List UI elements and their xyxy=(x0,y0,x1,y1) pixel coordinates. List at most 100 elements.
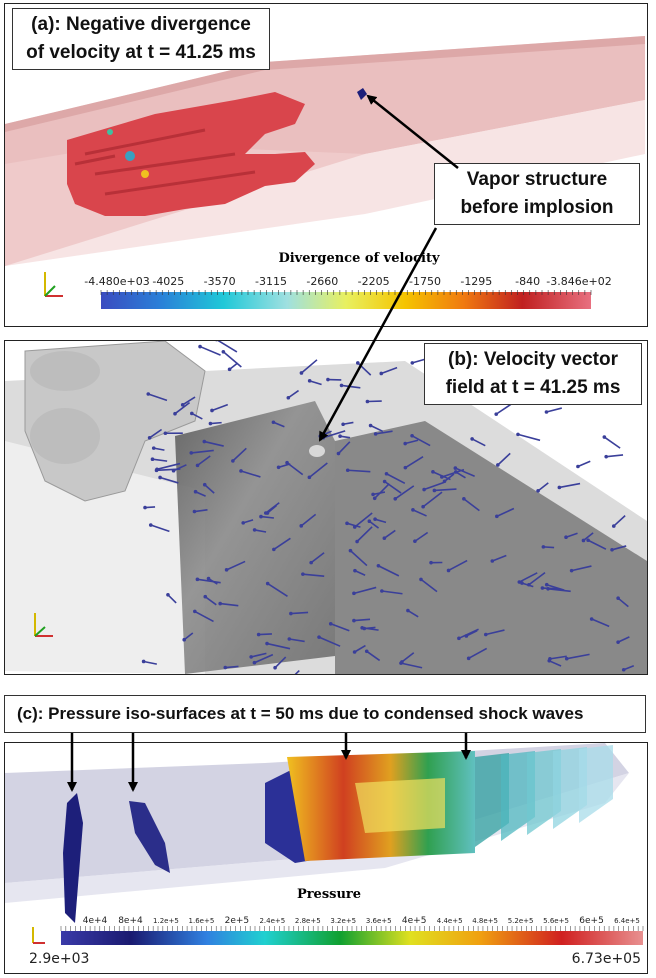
colorbar-tick-label: -4025 xyxy=(152,275,184,288)
panel-a-render: Divergence of velocity -4.480e+03 -4025 -3… xyxy=(5,36,645,309)
velocity-vector-head xyxy=(328,621,333,626)
panel-b-render xyxy=(5,341,647,674)
iso-slab xyxy=(527,749,561,835)
velocity-vector xyxy=(400,662,423,669)
velocity-vector-head xyxy=(466,656,471,661)
colorbar-tick-label: -2660 xyxy=(306,275,338,288)
velocity-vector xyxy=(266,504,278,514)
velocity-vector-head xyxy=(352,618,356,623)
velocity-vector xyxy=(405,439,419,445)
channel-floor xyxy=(5,100,645,266)
caption-a-line1: (a): Negative divergence xyxy=(31,14,251,35)
velocity-vector xyxy=(383,529,396,539)
velocity-vector-head xyxy=(604,454,608,459)
vapor-lobe xyxy=(30,351,100,391)
colorbar xyxy=(61,931,643,945)
velocity-vector xyxy=(174,402,191,415)
velocity-vector-head xyxy=(541,545,546,549)
velocity-vector xyxy=(199,345,221,356)
velocity-vector-head xyxy=(621,667,626,672)
velocity-vector xyxy=(606,454,624,458)
velocity-vector xyxy=(496,507,515,518)
structure-ridges xyxy=(74,128,256,196)
axes-glyph xyxy=(44,272,63,297)
velocity-vector xyxy=(448,559,468,572)
velocity-vector-head xyxy=(190,411,194,416)
velocity-vector xyxy=(372,491,386,496)
velocity-vector xyxy=(354,512,373,528)
velocity-vector xyxy=(354,569,366,576)
velocity-vector-head xyxy=(589,617,594,621)
velocity-vector-head xyxy=(494,412,499,416)
velocity-vector-head xyxy=(166,592,170,597)
velocity-vector xyxy=(254,653,274,664)
velocity-vector xyxy=(537,482,549,492)
velocity-vector xyxy=(300,359,318,374)
velocity-vector xyxy=(330,623,350,632)
velocity-vector-head xyxy=(265,581,270,586)
velocity-vector xyxy=(310,552,325,564)
caption-b-line2: field at t = 41.25 ms xyxy=(445,377,621,398)
velocity-vector xyxy=(623,665,635,671)
velocity-vector-head xyxy=(151,446,156,450)
velocity-vector-head xyxy=(202,439,207,444)
velocity-vector-head xyxy=(265,511,270,515)
caption-c-text: (c): Pressure iso-surfaces at t = 50 ms … xyxy=(17,704,584,723)
colorbar-tick-label: -3115 xyxy=(255,275,287,288)
slice-plane-2 xyxy=(335,421,647,674)
velocity-vector xyxy=(153,447,165,451)
velocity-vector xyxy=(455,471,466,479)
velocity-vectors xyxy=(141,341,636,674)
velocity-vector xyxy=(300,513,317,527)
velocity-vector-head xyxy=(544,410,549,414)
velocity-vector xyxy=(286,462,304,476)
velocity-vector xyxy=(353,618,371,622)
iso-core xyxy=(355,778,445,833)
velocity-vector-head xyxy=(406,608,410,613)
velocity-vector-head xyxy=(353,568,357,573)
caption-panel-c: (c): Pressure iso-surfaces at t = 50 ms … xyxy=(4,695,646,733)
colorbar-tick-label: 6.4e+5 xyxy=(614,917,640,925)
velocity-vector-head xyxy=(393,496,398,501)
velocity-vector-head xyxy=(364,649,369,654)
velocity-vector-head xyxy=(221,349,226,354)
velocity-vector xyxy=(337,441,351,455)
caption-panel-b: (b): Velocity vector field at t = 41.25 … xyxy=(424,343,642,405)
velocity-vector-head xyxy=(173,411,177,416)
colorbar-tick-label: 4.8e+5 xyxy=(472,917,498,925)
velocity-vector xyxy=(518,572,538,583)
velocity-vector-head xyxy=(581,538,586,543)
velocity-vector-head xyxy=(379,371,384,376)
iso-slab xyxy=(579,745,613,823)
velocity-vector xyxy=(220,602,239,607)
colorbar-tick-label: 8e+4 xyxy=(118,916,143,926)
velocity-vector-head xyxy=(382,536,387,540)
velocity-vector xyxy=(254,529,267,533)
velocity-vector xyxy=(159,476,179,484)
velocity-vector-head xyxy=(490,559,495,563)
velocity-vector xyxy=(603,436,621,449)
velocity-vector-head xyxy=(206,576,211,581)
velocity-vector xyxy=(571,565,592,572)
velocity-vector xyxy=(407,609,419,618)
velocity-vector-head xyxy=(371,492,375,497)
velocity-vector-head xyxy=(602,435,607,439)
axes-glyph xyxy=(32,927,45,944)
velocity-vector xyxy=(384,480,402,494)
vapor-structure xyxy=(309,445,325,457)
velocity-vector xyxy=(225,665,239,669)
divergence-structure xyxy=(67,92,315,216)
velocity-vector xyxy=(374,518,387,524)
velocity-vector-head xyxy=(163,431,168,436)
velocity-vector-head xyxy=(483,632,488,637)
velocity-vector xyxy=(546,407,563,413)
iso-slab xyxy=(501,751,535,841)
slice-plane-1 xyxy=(175,401,335,674)
velocity-vector xyxy=(347,469,371,473)
colorbar-tick-label: -2205 xyxy=(358,275,390,288)
velocity-vector xyxy=(226,560,246,571)
velocity-vector xyxy=(401,652,415,663)
velocity-vector-head xyxy=(372,496,377,501)
velocity-vector-head xyxy=(241,521,246,525)
velocity-vector-head xyxy=(422,487,426,492)
